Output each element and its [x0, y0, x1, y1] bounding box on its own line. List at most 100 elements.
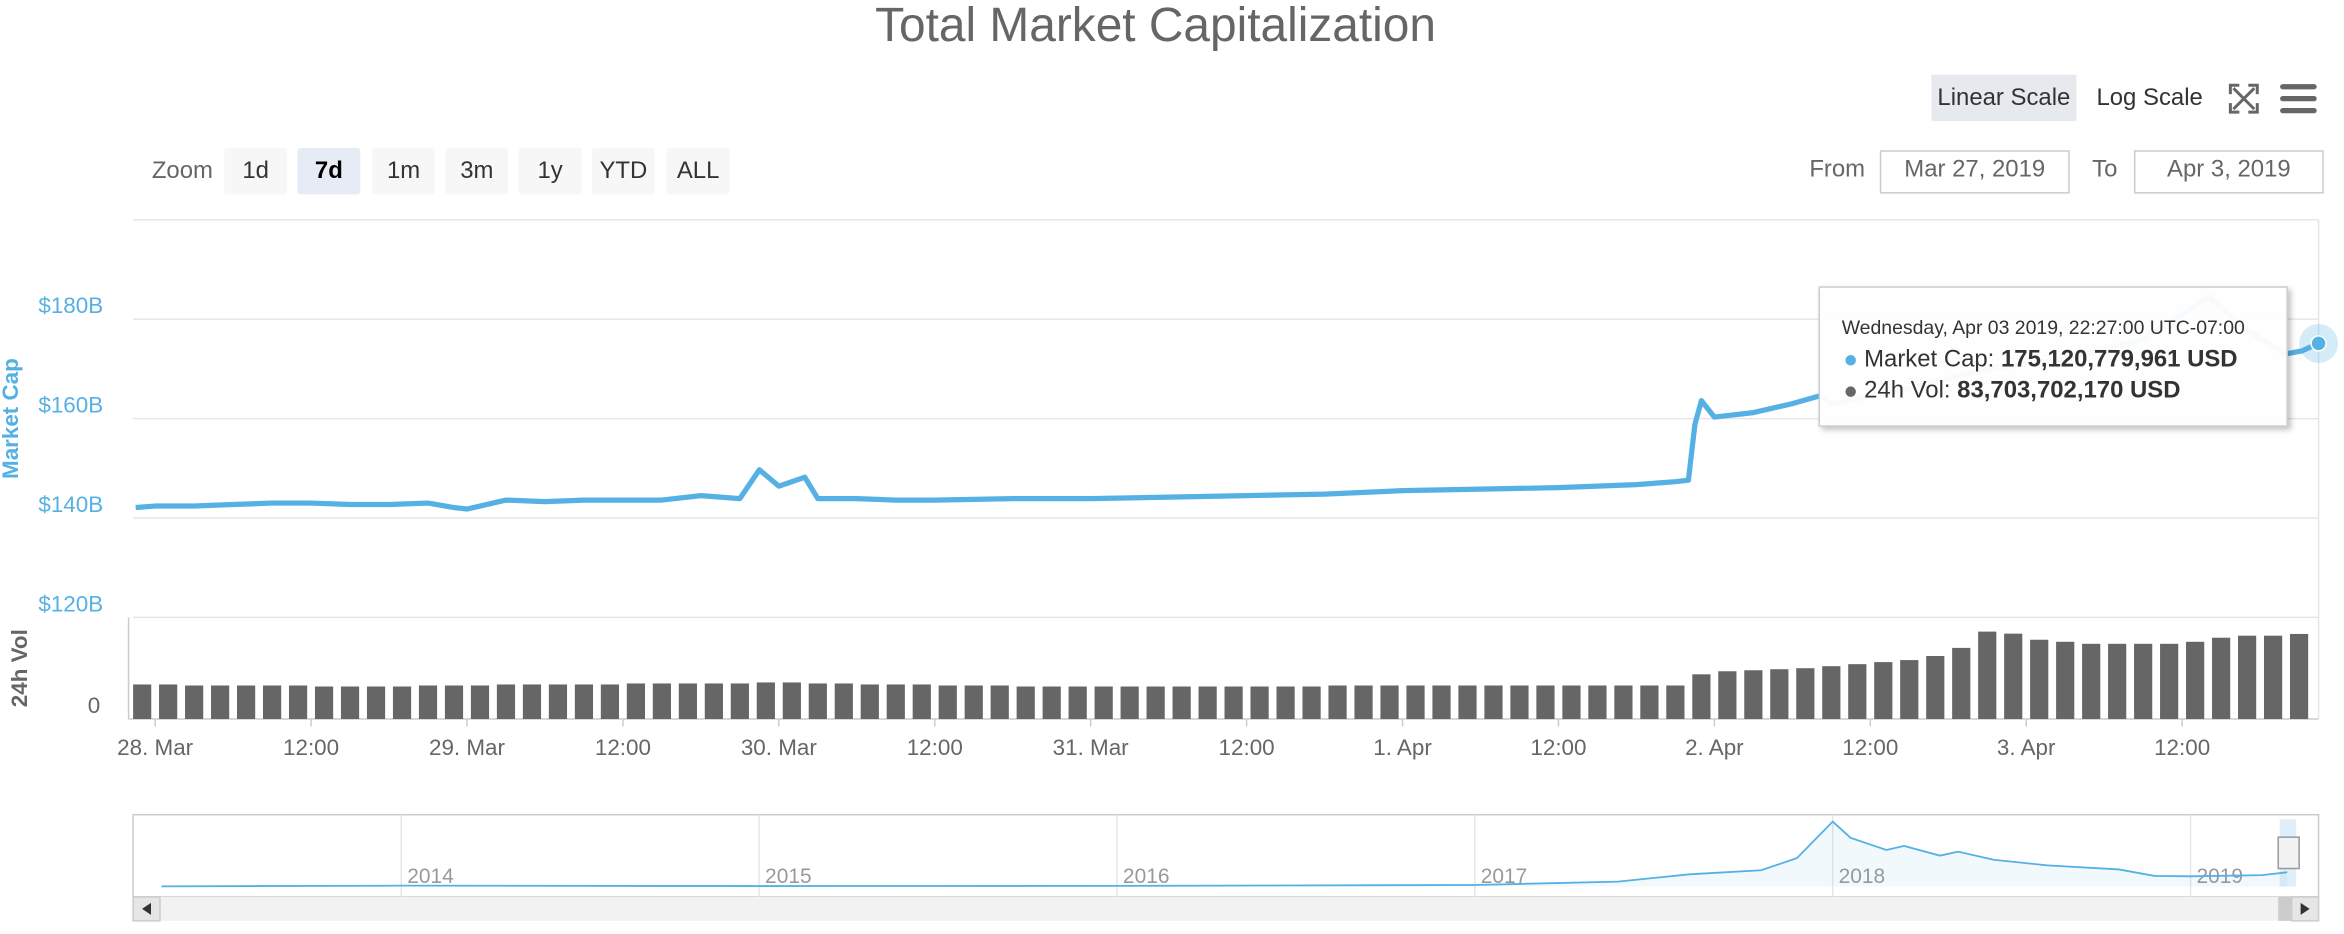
volume-bar	[1692, 674, 1711, 720]
tooltip-value: 83,703,702,170 USD	[1957, 377, 2180, 404]
zoom-button-label[interactable]: 1y	[538, 157, 563, 184]
volume-bar	[1380, 685, 1399, 720]
y-tick-label: $120B	[38, 591, 103, 616]
tooltip-name: Market Cap:	[1864, 346, 1994, 373]
navigator-tick-label: 2014	[407, 865, 454, 888]
volume-bar	[1718, 671, 1737, 720]
scale-button[interactable]	[1931, 74, 2077, 122]
volume-bar	[1666, 685, 1685, 720]
date-input[interactable]	[1879, 150, 2070, 194]
x-tick-label: 12:00	[1842, 735, 1898, 760]
volume-bar	[990, 685, 1009, 720]
zoom-button[interactable]	[591, 147, 655, 195]
volume-bar	[185, 685, 204, 720]
y-tick-label: $160B	[38, 393, 103, 418]
x-tick-label: 12:00	[2154, 735, 2210, 760]
zoom-button-label[interactable]: 3m	[460, 157, 493, 184]
zoom-button-label[interactable]: 1d	[242, 157, 269, 184]
volume-bar	[2134, 643, 2153, 720]
to-label: To	[2092, 156, 2117, 183]
menu-icon[interactable]	[2280, 84, 2317, 114]
zoom-button-label[interactable]: ALL	[677, 157, 720, 184]
volume-bar	[2004, 633, 2023, 720]
volume-bar	[1822, 666, 1841, 720]
volume-bar	[1510, 685, 1529, 720]
navigator-handle[interactable]	[2277, 836, 2300, 870]
volume-bar	[470, 685, 490, 720]
date-input[interactable]	[2133, 150, 2324, 194]
volume-bar	[626, 683, 646, 720]
y-tick-label: $180B	[38, 293, 103, 318]
volume-bar	[1458, 685, 1477, 720]
volume-bar	[496, 684, 516, 720]
y-axis-title: Market Cap	[0, 358, 23, 479]
volume-bar	[314, 686, 334, 720]
hover-marker	[2310, 335, 2327, 352]
x-tick-label: 31. Mar	[1053, 735, 1129, 760]
scale-button-label[interactable]: Linear Scale	[1937, 84, 2070, 111]
to-date[interactable]: Apr 3, 2019	[2167, 156, 2291, 183]
tooltip-value: 175,120,779,961 USD	[2001, 346, 2238, 373]
arrow-icon	[142, 902, 151, 915]
volume-bar	[2108, 643, 2127, 720]
volume-bar	[288, 685, 308, 720]
zoom-button-label[interactable]: 1m	[387, 157, 420, 184]
volume-bar	[1276, 686, 1295, 720]
volume-bar	[1224, 686, 1243, 720]
volume-bar	[834, 683, 853, 720]
volume-bar	[1198, 686, 1217, 720]
volume-bar	[1926, 656, 1945, 720]
x-tick-label: 12:00	[283, 735, 339, 760]
plot-area	[133, 294, 2319, 720]
tooltip-bullet	[1845, 386, 1856, 397]
scrollbar-track[interactable]	[133, 896, 2319, 921]
tooltip-row: 24h Vol: 83,703,702,170 USD	[1864, 377, 2180, 404]
x-tick-label: 2. Apr	[1685, 735, 1744, 760]
tooltip-box	[1818, 286, 2288, 427]
y2-axis-title: 24h Vol	[7, 629, 32, 707]
navigator-frame	[132, 813, 2320, 898]
x-tick-label: 29. Mar	[429, 735, 505, 760]
zoom-button[interactable]	[224, 147, 288, 195]
scale-button-label[interactable]: Log Scale	[2096, 84, 2202, 111]
x-tick-label: 12:00	[1219, 735, 1275, 760]
volume-bar	[574, 684, 594, 720]
zoom-button[interactable]	[297, 147, 361, 195]
zoom-button[interactable]	[372, 147, 436, 195]
volume-bar	[1172, 686, 1191, 720]
x-tick-label: 12:00	[595, 735, 651, 760]
volume-bar	[1978, 631, 1997, 720]
volume-bar	[964, 685, 983, 720]
volume-bar	[2160, 643, 2179, 720]
volume-bar	[1302, 686, 1321, 720]
volume-bar	[1588, 685, 1607, 720]
y2-tick-label: 0	[88, 693, 100, 718]
volume-bar	[2030, 639, 2049, 720]
volume-bar	[1094, 686, 1113, 720]
volume-bar	[860, 684, 879, 720]
volume-bar	[1796, 668, 1815, 720]
from-date[interactable]: Mar 27, 2019	[1904, 156, 2045, 183]
volume-bar	[2056, 641, 2075, 720]
tooltip-bullet	[1845, 355, 1856, 366]
volume-bar	[262, 685, 282, 720]
volume-bar	[1536, 685, 1555, 720]
volume-bar	[912, 684, 931, 720]
zoom-button[interactable]	[666, 147, 730, 195]
zoom-button-label[interactable]: 7d	[315, 157, 343, 184]
volume-bar	[1770, 669, 1789, 720]
volume-bar	[2238, 635, 2257, 720]
zoom-button[interactable]	[518, 147, 582, 195]
volume-bar	[1874, 662, 1893, 720]
volume-bar	[1328, 685, 1347, 720]
volume-bar	[2212, 637, 2231, 720]
volume-bar	[340, 686, 360, 720]
zoom-button[interactable]	[445, 147, 509, 195]
volume-bar	[2289, 633, 2309, 720]
scrollbar-thumb[interactable]	[2278, 896, 2292, 921]
fullscreen-icon[interactable]	[2228, 83, 2259, 114]
zoom-button-label[interactable]: YTD	[599, 157, 647, 184]
volume-bar	[1146, 686, 1165, 720]
volume-bar	[1562, 685, 1581, 720]
